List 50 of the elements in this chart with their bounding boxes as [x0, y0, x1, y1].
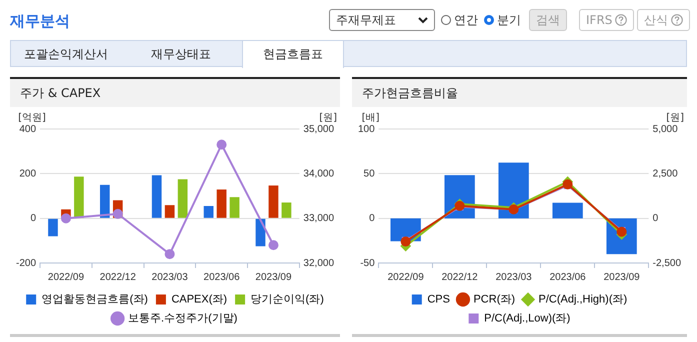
legend-label: 당기순이익(좌)	[250, 294, 324, 306]
y-axis-title: [억원]	[18, 112, 46, 124]
y2-tick-label: 35,000	[303, 124, 334, 135]
legend-label: CAPEX(좌)	[171, 294, 228, 306]
legend-label: CPS	[427, 294, 450, 306]
y-tick-label: -50	[360, 258, 376, 269]
chart-title: 주가 & CAPEX	[10, 79, 340, 107]
y2-tick-label: 34,000	[303, 168, 334, 180]
y-tick-label: 0	[30, 213, 36, 224]
x-tick-label: 2023/03	[496, 272, 532, 283]
legend-label: P/C(Adj.,Low)(좌)	[484, 312, 570, 325]
y-tick-label: 0	[369, 213, 376, 224]
y2-tick-label: 2,500	[652, 168, 678, 180]
text: 현금흐름표	[242, 40, 344, 68]
legend-label: PCR(좌)	[473, 294, 516, 306]
x-tick-label: 2023/06	[204, 272, 240, 283]
legend-label: 영업활동현금흐름(좌)	[42, 294, 148, 306]
y2-tick-label: 5,000	[652, 124, 678, 135]
x-tick-label: 2023/09	[604, 272, 640, 283]
text: 연간	[454, 12, 478, 28]
x-tick-label: 2023/09	[255, 272, 292, 283]
text: 주재무제표	[336, 12, 396, 28]
y2-tick-label: 33,000	[303, 213, 334, 224]
text: 산식	[644, 12, 668, 28]
legend-label: 보통주.수정주가(기말)	[128, 312, 238, 325]
y2-tick-label: 0	[652, 213, 659, 224]
y2-axis-title: [원]	[666, 112, 684, 124]
y2-axis-title: [원]	[319, 112, 338, 124]
y2-tick-label: -2,500	[652, 258, 682, 269]
x-tick-label: 2022/09	[48, 272, 84, 283]
text: 포괄손익계산서	[23, 46, 109, 63]
y-tick-label: 400	[19, 124, 36, 135]
x-tick-label: 2023/06	[550, 272, 586, 283]
y2-tick-label: 32,000	[303, 258, 334, 269]
y-tick-label: 200	[19, 168, 36, 180]
text: 재무분석	[10, 12, 70, 31]
y-tick-label: 100	[358, 124, 376, 135]
text: 분기	[497, 12, 521, 28]
y-axis-title: [배]	[362, 112, 380, 124]
text: 검색	[529, 9, 567, 31]
text: 재무상태표	[150, 46, 212, 63]
y-tick-label: 50	[364, 168, 376, 180]
chart-title: 주가현금흐름비율	[352, 79, 687, 107]
x-tick-label: 2022/09	[388, 272, 424, 283]
x-tick-label: 2022/12	[442, 272, 478, 283]
x-tick-label: 2023/03	[152, 272, 188, 283]
x-tick-label: 2022/12	[100, 272, 136, 283]
text: IFRS	[586, 13, 612, 27]
legend-label: P/C(Adj.,High)(좌)	[538, 294, 628, 306]
y-tick-label: -200	[16, 258, 36, 269]
